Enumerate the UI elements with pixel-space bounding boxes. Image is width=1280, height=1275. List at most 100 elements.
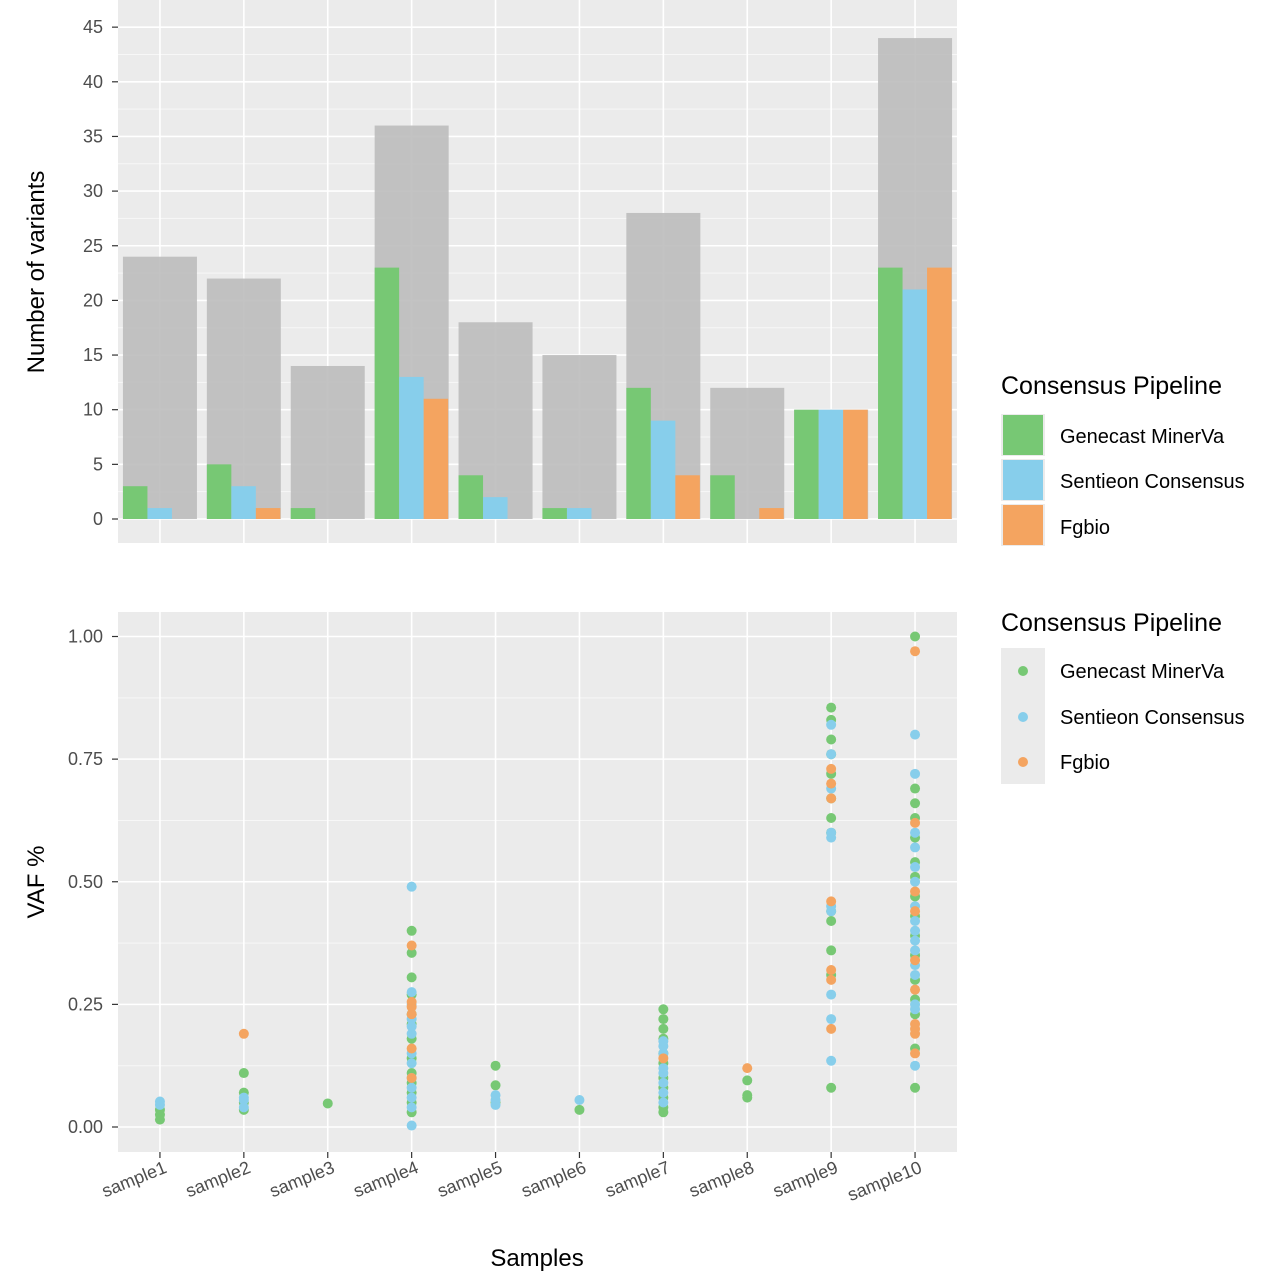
bar-sentieon-consensus-sample9	[818, 409, 844, 519]
point-genecast-minerva	[322, 1098, 333, 1109]
bar-genecast-minerva-sample3	[290, 508, 316, 519]
bar-genecast-minerva-sample5	[458, 475, 484, 519]
bar-fgbio-sample2	[255, 508, 281, 519]
point-genecast-minerva	[658, 1023, 669, 1034]
point-sentieon-consensus	[658, 1077, 669, 1088]
point-sentieon-consensus	[910, 925, 921, 936]
bar-legend: Consensus Pipeline Genecast MinerVa Sent…	[1001, 372, 1245, 546]
point-genecast-minerva	[406, 925, 417, 936]
point-sentieon-consensus	[826, 827, 837, 838]
point-sentieon-consensus	[910, 969, 921, 980]
scatter-y-axis-title: VAF %	[23, 846, 50, 919]
point-sentieon-consensus	[658, 1063, 669, 1074]
point-fgbio	[658, 1053, 669, 1064]
point-fgbio	[910, 984, 921, 995]
point-fgbio	[910, 1018, 921, 1029]
x-tick-label-sample6: sample6	[518, 1157, 589, 1201]
bar-sentieon-consensus-sample7	[650, 420, 676, 519]
point-sentieon-consensus	[910, 842, 921, 853]
point-sentieon-consensus	[910, 915, 921, 926]
point-sentieon-consensus	[490, 1090, 501, 1101]
bar-sentieon-consensus-sample1	[147, 508, 172, 519]
bar-sentieon-consensus-sample2	[231, 486, 256, 519]
point-fgbio	[826, 778, 837, 789]
point-sentieon-consensus	[406, 1021, 417, 1032]
bar-y-tick-label: 5	[93, 454, 103, 474]
x-tick-label-sample4: sample4	[351, 1157, 422, 1201]
point-genecast-minerva	[910, 783, 921, 794]
bar-legend-key-sentieon	[1003, 460, 1043, 500]
point-fgbio	[910, 646, 921, 657]
scatter-y-tick-label: 0.00	[68, 1117, 103, 1137]
point-sentieon-consensus	[826, 749, 837, 760]
scatter-chart: 0.000.250.500.751.00 sample1 sample2 sampl…	[23, 609, 1245, 1272]
bar-legend-label-fgbio: Fgbio	[1060, 517, 1110, 539]
point-genecast-minerva	[910, 1082, 921, 1093]
scatter-legend-key-genecast	[1018, 666, 1028, 676]
point-sentieon-consensus	[154, 1096, 165, 1107]
point-sentieon-consensus	[910, 935, 921, 946]
scatter-legend: Consensus Pipeline Genecast MinerVa Sent…	[1001, 609, 1245, 784]
bar-sentieon-consensus-sample6	[566, 508, 592, 519]
point-fgbio	[406, 940, 417, 951]
x-tick-label-sample5: sample5	[434, 1157, 505, 1201]
bar-legend-key-genecast	[1003, 415, 1043, 455]
point-fgbio	[238, 1028, 249, 1039]
point-fgbio	[826, 965, 837, 976]
point-sentieon-consensus	[910, 1060, 921, 1071]
point-fgbio	[826, 763, 837, 774]
point-sentieon-consensus	[910, 876, 921, 887]
scatter-marks	[154, 631, 921, 1131]
bar-sentieon-consensus-sample4	[399, 376, 424, 519]
point-fgbio	[826, 896, 837, 907]
bar-genecast-minerva-sample4	[374, 267, 400, 519]
bar-y-tick-label: 10	[83, 400, 103, 420]
scatter-legend-label-sentieon: Sentieon Consensus	[1060, 707, 1245, 729]
bar-genecast-minerva-sample9	[794, 409, 819, 519]
bar-total-sample1	[122, 256, 197, 519]
bar-genecast-minerva-sample6	[542, 508, 567, 519]
x-tick-label-sample2: sample2	[183, 1157, 254, 1201]
bar-legend-label-genecast: Genecast MinerVa	[1060, 426, 1225, 448]
bar-y-tick-label: 45	[83, 17, 103, 37]
point-fgbio	[826, 974, 837, 985]
bar-total-sample3	[290, 365, 365, 519]
bar-fgbio-sample9	[843, 409, 868, 519]
scatter-legend-label-genecast: Genecast MinerVa	[1060, 661, 1225, 683]
point-sentieon-consensus	[406, 1102, 417, 1113]
bar-y-tick-label: 25	[83, 236, 103, 256]
point-genecast-minerva	[238, 1068, 249, 1079]
point-sentieon-consensus	[658, 1087, 669, 1098]
point-genecast-minerva	[658, 1004, 669, 1015]
bar-y-tick-label: 40	[83, 72, 103, 92]
x-tick-label-sample9: sample9	[770, 1157, 841, 1201]
bar-genecast-minerva-sample2	[206, 464, 232, 519]
point-genecast-minerva	[910, 798, 921, 809]
bar-y-axis-title: Number of variants	[23, 171, 50, 374]
point-sentieon-consensus	[406, 1120, 417, 1131]
point-sentieon-consensus	[826, 1055, 837, 1066]
point-fgbio	[910, 886, 921, 897]
bar-genecast-minerva-sample7	[626, 387, 651, 519]
bar-y-tick-label: 0	[93, 509, 103, 529]
scatter-y-tick-label: 0.75	[68, 749, 103, 769]
point-sentieon-consensus	[910, 768, 921, 779]
bar-y-tick-label: 15	[83, 345, 103, 365]
scatter-legend-label-fgbio: Fgbio	[1060, 752, 1110, 774]
point-genecast-minerva	[406, 947, 417, 958]
point-genecast-minerva	[826, 702, 837, 713]
bar-sentieon-consensus-sample5	[483, 497, 508, 519]
bar-genecast-minerva-sample8	[710, 475, 735, 519]
point-fgbio	[826, 1023, 837, 1034]
bar-fgbio-sample8	[759, 508, 784, 519]
point-sentieon-consensus	[910, 945, 921, 956]
point-genecast-minerva	[826, 945, 837, 956]
point-fgbio	[406, 1072, 417, 1083]
point-genecast-minerva	[826, 1082, 837, 1093]
point-sentieon-consensus	[238, 1102, 249, 1113]
x-tick-label-sample3: sample3	[267, 1157, 338, 1201]
point-fgbio	[910, 955, 921, 966]
point-sentieon-consensus	[910, 862, 921, 873]
x-tick-label-sample10: sample10	[845, 1157, 925, 1205]
